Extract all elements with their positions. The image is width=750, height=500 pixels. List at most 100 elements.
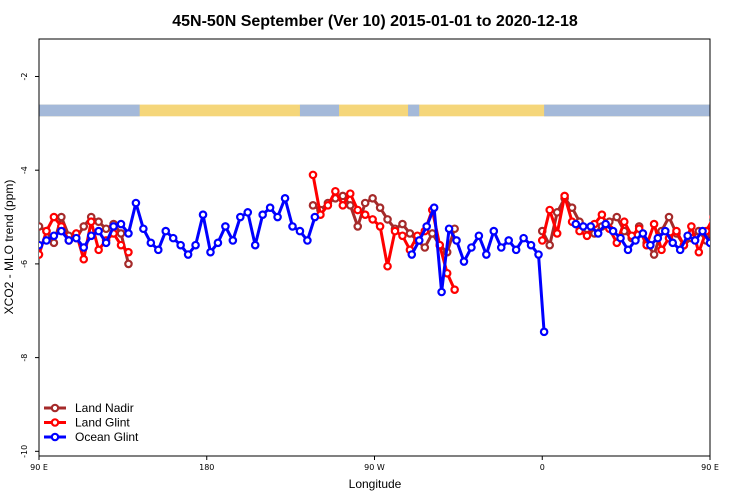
land-glint-point [649,219,659,229]
land-nadir-point [101,224,111,234]
ocean-glint-point [94,226,103,236]
ocean-glint-point [71,233,81,243]
land-glint-point [79,254,89,264]
ocean-glint-point [571,219,581,229]
land-glint-point [687,222,696,231]
ocean-glint-point [675,245,685,255]
y-tick-label: -8 [20,354,29,362]
ocean-glint-point [698,226,707,236]
land-nadir-point [383,215,392,224]
legend-label: Ocean Glint [75,430,139,444]
land-glint-point [345,189,355,198]
land-glint-point [582,231,592,241]
land-nadir-point [649,250,659,259]
ocean-glint-point [705,238,710,248]
land-nadir-point [398,219,407,229]
y-tick-label: -10 [20,445,29,458]
y-tick-label: -6 [20,260,29,268]
land-glint-point [619,217,629,227]
ocean-glint-point [452,236,461,245]
ocean-glint-point [161,226,171,236]
ocean-glint-point [474,231,484,241]
land-nadir-point [733,223,739,229]
land-nadir-point [740,228,746,234]
land-nadir-point [664,212,674,222]
ocean-glint-point [683,231,692,241]
ocean-glint-point [459,257,469,266]
ocean-glint-point [146,238,156,248]
ocean-glint-point [288,222,297,231]
ocean-glint-point [39,240,44,250]
x-tick-label: 180 [199,463,214,472]
land-nadir-point [420,243,430,252]
land-glint-point [94,245,103,255]
ocean-glint-point [258,210,267,220]
ocean-glint-point [57,226,66,236]
ocean-strip-4 [544,104,710,117]
land-nadir-point [49,238,59,248]
ocean-glint-point [250,240,260,250]
land-glint-point [353,205,363,215]
ocean-glint-point [489,226,499,236]
land-glint-point [709,214,710,220]
ocean-glint-point [42,236,51,245]
legend-swatch-marker [50,418,60,427]
ocean-glint-point [482,250,491,259]
ocean-glint-point [221,222,230,231]
land-glint-point [390,226,400,236]
legend-swatch-marker [50,432,60,442]
ocean-glint-point [79,243,89,252]
ocean-glint-point [139,224,148,234]
ocean-glint-point [467,243,476,252]
ocean-glint-point [429,203,439,212]
land-glint-point [86,217,96,227]
ocean-strip-1 [39,104,140,117]
land-nadir-point [612,212,622,222]
x-tick-label: 90 E [30,463,48,472]
ocean-glint-point [504,236,514,245]
land-nadir-point [124,259,133,269]
ocean-glint-point [295,226,305,236]
land-glint-point [116,240,126,250]
legend-item-land-glint: Land Glint [44,416,130,430]
land-nadir-point [338,191,348,201]
land-glint-point [657,245,666,255]
ocean-glint-point [668,238,678,248]
ocean-glint-point [303,236,312,245]
ocean-glint-point [608,226,618,236]
land-nadir-point [345,201,355,210]
land-glint-point [49,212,59,222]
ocean-glint-point [601,219,610,229]
ocean-glint-point [280,194,290,203]
x-tick-label: 90 W [364,463,385,472]
ocean-glint-point [653,233,663,243]
land-glint-point [383,261,392,271]
ocean-glint-point [511,245,521,255]
land-nadir-point [405,229,415,238]
y-axis: -2 -4 -6 -8 -10 [20,72,39,458]
ocean-glint-point [534,250,543,259]
ocean-glint-point [236,212,245,222]
land-glint-point [331,186,340,196]
land-glint-point [42,226,51,236]
land-glint-point [560,191,569,201]
land-glint-point [360,210,370,220]
land-glint-point [39,250,44,259]
land-glint-point [733,219,739,225]
land-glint-point [537,236,547,245]
ocean-glint-point [646,240,655,250]
land-glint-point [597,210,607,220]
ocean-glint-point [109,222,118,231]
land-strip [39,104,710,117]
ocean-glint-point [86,231,96,241]
ocean-glint-point [578,222,588,231]
land-glint-point [718,240,724,246]
land-glint-point [375,222,385,231]
land-nadir-point [353,222,363,231]
series-layer [39,170,746,337]
ocean-glint-point [243,208,253,217]
land-nadir-point [308,201,318,210]
ocean-glint-point [586,222,596,231]
ocean-glint-point [206,247,215,257]
